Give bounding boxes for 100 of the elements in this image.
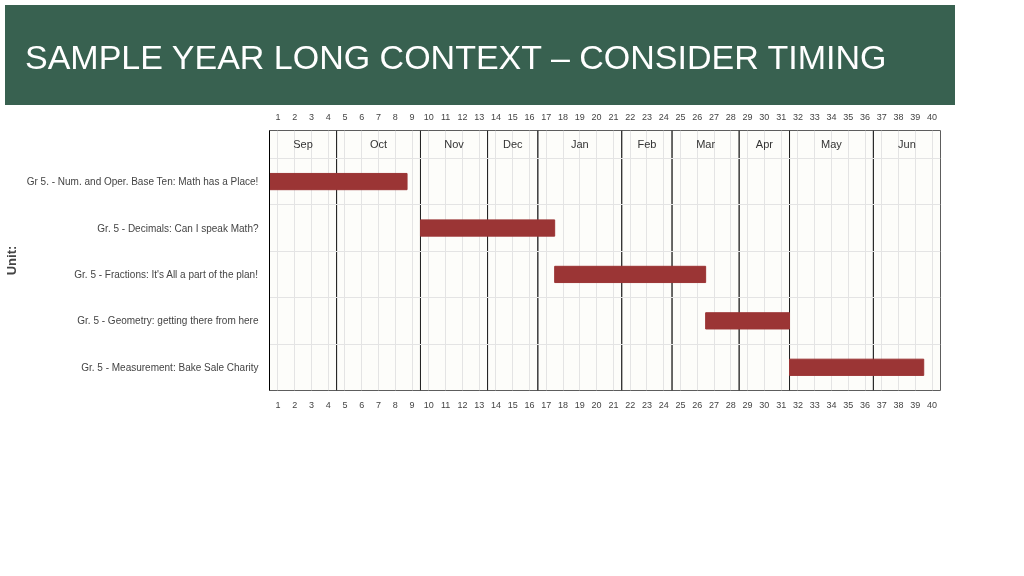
x-tick-label: 10 — [423, 399, 434, 410]
x2-tick-label: 14 — [490, 111, 501, 122]
x2-tick-label: 38 — [893, 111, 904, 122]
x-tick-label: 39 — [910, 399, 921, 410]
x-tick-label: 18 — [558, 399, 569, 410]
x2-tick-label: 7 — [376, 111, 382, 122]
x2-tick-label: 9 — [409, 111, 415, 122]
x2-tick-label: 39 — [910, 111, 921, 122]
x2-tick-label: 13 — [474, 111, 485, 122]
x-tick-label: 21 — [608, 399, 619, 410]
x2-tick-label: 22 — [625, 111, 636, 122]
bar — [554, 265, 707, 284]
x2-tick-label: 10 — [423, 111, 434, 122]
x2-tick-label: 4 — [325, 111, 331, 122]
x-tick-label: 25 — [675, 399, 686, 410]
x2-tick-label: 29 — [742, 111, 753, 122]
x-tick-label: 4 — [325, 399, 331, 410]
x2-tick-label: 3 — [308, 111, 314, 122]
band-label: Oct — [369, 138, 388, 151]
y-tick-label: Gr. 5 - Fractions: It's All a part of the plan! — [74, 268, 258, 280]
x-tick-label: 22 — [625, 399, 636, 410]
x-tick-label: 16 — [524, 399, 535, 410]
x2-tick-label: 33 — [809, 111, 820, 122]
y-tick-label: Gr. 5 - Measurement: Bake Sale Charity — [81, 361, 259, 373]
x2-tick-label: 25 — [675, 111, 686, 122]
x-tick-label: 40 — [927, 399, 938, 410]
bar — [705, 312, 791, 330]
x2-tick-label: 16 — [524, 111, 535, 122]
x-tick-label: 33 — [809, 399, 820, 410]
x-tick-label: 32 — [792, 399, 803, 410]
x2-tick-label: 15 — [507, 111, 518, 122]
bar — [419, 219, 556, 237]
x-tick-label: 28 — [725, 399, 736, 410]
x2-tick-label: 12 — [457, 111, 468, 122]
y-tick-label: Gr 5. - Num. and Oper. Base Ten: Math has a Place! — [26, 176, 259, 188]
bar — [789, 358, 925, 376]
band-label: May — [821, 138, 843, 151]
x-tick-label: 23 — [641, 399, 652, 410]
band-label: Dec — [502, 138, 524, 151]
x2-tick-label: 21 — [608, 111, 619, 122]
x-tick-label: 9 — [409, 399, 415, 410]
x-tick-label: 24 — [658, 399, 669, 410]
x-tick-label: 14 — [490, 399, 501, 410]
x2-tick-label: 23 — [641, 111, 652, 122]
x-tick-label: 36 — [860, 399, 871, 410]
x-tick-label: 34 — [826, 399, 837, 410]
x2-tick-label: 27 — [709, 111, 720, 122]
x-tick-label: 15 — [507, 399, 518, 410]
x2-tick-label: 34 — [826, 111, 837, 122]
x2-tick-label: 18 — [558, 111, 569, 122]
x2-tick-label: 36 — [860, 111, 871, 122]
band-label: Feb — [637, 138, 657, 151]
chart-title: SAMPLE YEAR LONG CONTEXT – CONSIDER TIMING — [25, 37, 887, 78]
x2-tick-label: 2 — [292, 111, 298, 122]
x-tick-label: 26 — [692, 399, 703, 410]
x2-tick-label: 24 — [658, 111, 669, 122]
x2-tick-label: 1 — [275, 111, 281, 122]
x-tick-label: 1 — [275, 399, 281, 410]
x2-tick-label: 26 — [692, 111, 703, 122]
x2-tick-label: 37 — [876, 111, 887, 122]
x-tick-label: 7 — [376, 399, 382, 410]
x-tick-label: 13 — [474, 399, 485, 410]
x2-tick-label: 28 — [725, 111, 736, 122]
x-tick-label: 17 — [541, 399, 552, 410]
x2-tick-label: 30 — [759, 111, 770, 122]
band-label: Sep — [293, 138, 313, 151]
x-tick-label: 27 — [709, 399, 720, 410]
band-label: Jun — [898, 138, 916, 151]
x-tick-label: 30 — [759, 399, 770, 410]
x2-tick-label: 8 — [392, 111, 398, 122]
x-tick-label: 8 — [392, 399, 398, 410]
x-tick-label: 35 — [843, 399, 854, 410]
x2-tick-label: 19 — [574, 111, 585, 122]
x-tick-label: 31 — [776, 399, 787, 410]
band-label: Jan — [570, 138, 589, 151]
x-tick-label: 12 — [457, 399, 468, 410]
y-tick-label: Gr. 5 - Geometry: getting there from here — [77, 315, 259, 327]
x2-tick-label: 40 — [927, 111, 938, 122]
x-tick-label: 29 — [742, 399, 753, 410]
x2-tick-label: 35 — [843, 111, 854, 122]
band-label: Mar — [696, 138, 716, 151]
x-tick-label: 20 — [591, 399, 602, 410]
band-label: Apr — [755, 138, 774, 151]
x-tick-label: 38 — [893, 399, 904, 410]
x-tick-label: 11 — [440, 399, 451, 410]
x2-tick-label: 6 — [359, 111, 365, 122]
x-tick-label: 6 — [359, 399, 365, 410]
band-label: Nov — [444, 138, 465, 151]
x2-tick-label: 20 — [591, 111, 602, 122]
bar — [269, 172, 408, 191]
x2-tick-label: 5 — [342, 111, 348, 122]
y-tick-label: Gr. 5 - Decimals: Can I speak Math? — [97, 222, 259, 234]
y-axis-title: Unit: — [3, 245, 19, 276]
x2-tick-label: 17 — [541, 111, 552, 122]
x-tick-label: 3 — [308, 399, 314, 410]
x-tick-label: 2 — [292, 399, 298, 410]
x2-tick-label: 31 — [776, 111, 787, 122]
x2-tick-label: 32 — [792, 111, 803, 122]
x2-tick-label: 11 — [440, 111, 451, 122]
x-tick-label: 5 — [342, 399, 348, 410]
